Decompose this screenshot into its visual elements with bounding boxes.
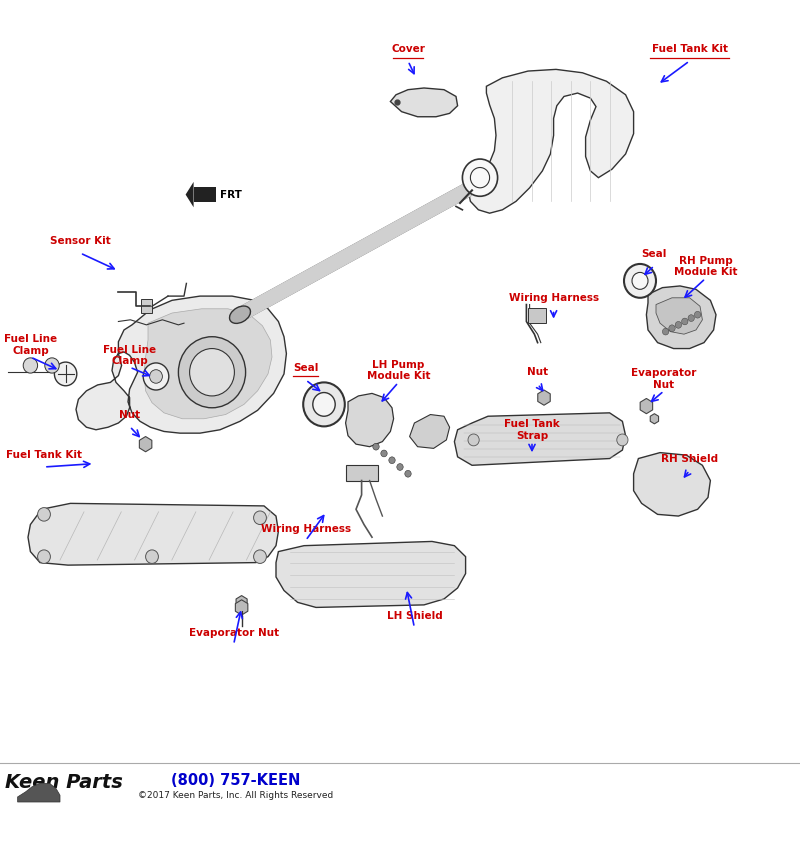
Polygon shape — [410, 415, 450, 448]
Circle shape — [254, 511, 266, 525]
Polygon shape — [454, 413, 626, 465]
Text: Nut: Nut — [119, 409, 140, 420]
Polygon shape — [237, 184, 471, 321]
Polygon shape — [144, 309, 272, 419]
Circle shape — [373, 443, 379, 450]
Text: Cover: Cover — [391, 44, 425, 54]
Text: Fuel Tank Kit: Fuel Tank Kit — [651, 44, 728, 54]
Bar — [141, 299, 152, 313]
Circle shape — [669, 325, 675, 332]
Circle shape — [624, 264, 656, 298]
Circle shape — [632, 272, 648, 289]
Polygon shape — [390, 88, 458, 117]
Ellipse shape — [230, 306, 250, 323]
Text: Nut: Nut — [527, 367, 548, 377]
Polygon shape — [276, 541, 466, 607]
Text: (800) 757-KEEN: (800) 757-KEEN — [171, 772, 301, 788]
Circle shape — [662, 328, 669, 335]
Circle shape — [405, 470, 411, 477]
Polygon shape — [656, 298, 702, 334]
Text: Evaporator Nut: Evaporator Nut — [189, 628, 278, 638]
Circle shape — [45, 358, 59, 373]
Text: Fuel Tank
Strap: Fuel Tank Strap — [504, 419, 560, 441]
Circle shape — [254, 550, 266, 563]
Polygon shape — [346, 393, 394, 447]
Text: Keen Parts: Keen Parts — [5, 773, 123, 792]
Text: Wiring Harness: Wiring Harness — [261, 524, 350, 534]
Text: Sensor Kit: Sensor Kit — [50, 236, 110, 246]
Circle shape — [38, 508, 50, 521]
Circle shape — [143, 363, 169, 390]
Circle shape — [694, 311, 701, 318]
Circle shape — [462, 159, 498, 196]
Circle shape — [381, 450, 387, 457]
Text: Wiring Harness: Wiring Harness — [509, 293, 598, 303]
Polygon shape — [18, 783, 60, 802]
Bar — [194, 187, 216, 202]
Circle shape — [313, 393, 335, 416]
Polygon shape — [76, 296, 286, 433]
Polygon shape — [28, 503, 278, 565]
Text: Evaporator
Nut: Evaporator Nut — [631, 368, 697, 390]
Polygon shape — [646, 286, 716, 349]
Text: Seal: Seal — [293, 363, 318, 373]
Circle shape — [190, 349, 234, 396]
Text: Fuel Tank Kit: Fuel Tank Kit — [6, 450, 82, 460]
Circle shape — [682, 318, 688, 325]
Circle shape — [54, 362, 77, 386]
Text: Fuel Line
Clamp: Fuel Line Clamp — [103, 344, 156, 366]
Circle shape — [38, 550, 50, 563]
Circle shape — [675, 321, 682, 328]
Circle shape — [146, 550, 158, 563]
Polygon shape — [236, 596, 247, 609]
Circle shape — [468, 434, 479, 446]
Text: Seal: Seal — [642, 249, 667, 259]
Bar — [528, 308, 546, 323]
Polygon shape — [650, 414, 658, 424]
Circle shape — [688, 315, 694, 321]
Circle shape — [150, 370, 162, 383]
Circle shape — [23, 358, 38, 373]
Polygon shape — [235, 600, 248, 615]
Bar — [346, 465, 378, 481]
Text: RH Pump
Module Kit: RH Pump Module Kit — [674, 255, 738, 277]
Circle shape — [617, 434, 628, 446]
Polygon shape — [139, 437, 152, 452]
Text: ©2017 Keen Parts, Inc. All Rights Reserved: ©2017 Keen Parts, Inc. All Rights Reserv… — [138, 791, 334, 799]
Polygon shape — [640, 398, 653, 414]
Text: Fuel Line
Clamp: Fuel Line Clamp — [4, 334, 57, 356]
Text: LH Pump
Module Kit: LH Pump Module Kit — [366, 360, 430, 382]
Polygon shape — [186, 182, 194, 207]
Polygon shape — [538, 390, 550, 405]
Circle shape — [389, 457, 395, 464]
Polygon shape — [468, 69, 634, 213]
Polygon shape — [634, 453, 710, 516]
Text: FRT: FRT — [220, 190, 242, 200]
Circle shape — [178, 337, 246, 408]
Text: LH Shield: LH Shield — [386, 611, 442, 621]
Text: RH Shield: RH Shield — [661, 453, 718, 464]
Circle shape — [397, 464, 403, 470]
Circle shape — [303, 382, 345, 426]
